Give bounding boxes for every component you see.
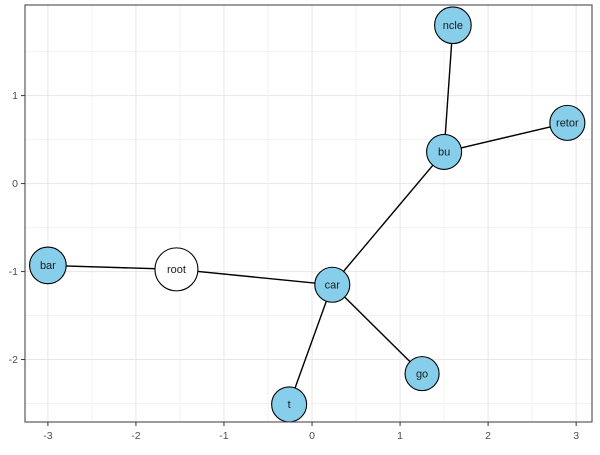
x-axis-tick-label: 2 <box>485 430 491 442</box>
graph-node-bar: bar <box>29 246 67 285</box>
graph-node-root: root <box>154 247 199 292</box>
node-label-go: go <box>416 368 428 380</box>
node-label-car: car <box>325 280 341 292</box>
node-label-bu: bu <box>438 147 450 159</box>
graph-nodes: root bar car t go bu ncle retor <box>29 6 586 423</box>
y-axis-tick-label: -2 <box>9 354 18 366</box>
node-circle-ncle <box>434 6 472 45</box>
panel-border <box>24 4 593 423</box>
node-circle-retor <box>549 104 586 141</box>
graph-node-t: t <box>271 386 308 423</box>
graph-edges <box>47 25 568 405</box>
y-axis-tick-label: 0 <box>12 178 18 190</box>
x-axis-tick-label: -3 <box>43 430 52 442</box>
graph-node-go: go <box>404 356 440 392</box>
node-label-root: root <box>167 264 186 276</box>
graph-edge-car-bu <box>331 151 445 286</box>
x-axis-tick-label: 1 <box>397 430 403 442</box>
node-circle-bar <box>29 246 67 285</box>
x-axis-tick-label: -2 <box>131 430 140 442</box>
y-axis-tick-label: 1 <box>12 90 18 102</box>
graph-edge-bu-ncle <box>443 25 454 152</box>
x-axis-tick-label: 0 <box>309 430 315 442</box>
graph-node-retor: retor <box>549 104 586 141</box>
node-label-retor: retor <box>556 118 579 130</box>
graph-edge-root-car <box>176 268 333 286</box>
node-label-ncle: ncle <box>443 20 463 32</box>
node-label-t: t <box>288 399 291 411</box>
x-axis-tick-label: 3 <box>573 430 579 442</box>
graph-edge-bu-retor <box>443 122 568 153</box>
graph-node-bu: bu <box>426 133 463 170</box>
y-axis-tick-label: -1 <box>9 266 18 278</box>
x-axis-tick-label: -1 <box>219 430 228 442</box>
node-circle-go <box>404 356 440 392</box>
graph-edge-car-t <box>288 284 333 405</box>
node-circle-car <box>314 266 351 303</box>
node-circle-bu <box>426 133 463 170</box>
graph-node-car: car <box>314 266 351 303</box>
node-circle-root <box>154 247 199 292</box>
node-label-bar: bar <box>40 260 56 272</box>
graph-edge-car-go <box>331 284 423 375</box>
graph-node-ncle: ncle <box>434 6 472 45</box>
